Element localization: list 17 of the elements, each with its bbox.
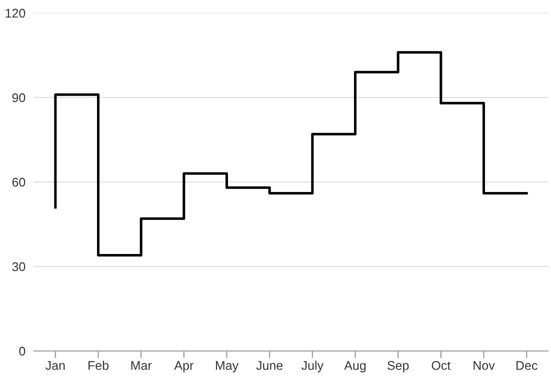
y-tick-label: 120 <box>6 8 26 18</box>
x-tick-label: Oct <box>432 361 451 370</box>
y-tick-label: 90 <box>12 93 26 102</box>
x-tick-label: Apr <box>174 361 194 372</box>
x-tick-label: Nov <box>474 361 495 370</box>
x-tick-label: Feb <box>88 360 108 370</box>
x-tick-label: Sep <box>388 361 409 372</box>
x-tick-label: Jan <box>46 361 65 370</box>
x-tick-label: May <box>216 361 239 372</box>
x-tick-label: June <box>256 361 283 370</box>
y-tick-label: 60 <box>12 178 26 187</box>
x-tick-label: July <box>302 360 324 372</box>
y-tick-label: 0 <box>19 346 26 356</box>
x-tick-label: Mar <box>131 361 152 370</box>
x-tick-label: Aug <box>344 361 366 372</box>
y-tick-label: 30 <box>12 262 26 272</box>
x-tick-label: Dec <box>516 361 538 370</box>
